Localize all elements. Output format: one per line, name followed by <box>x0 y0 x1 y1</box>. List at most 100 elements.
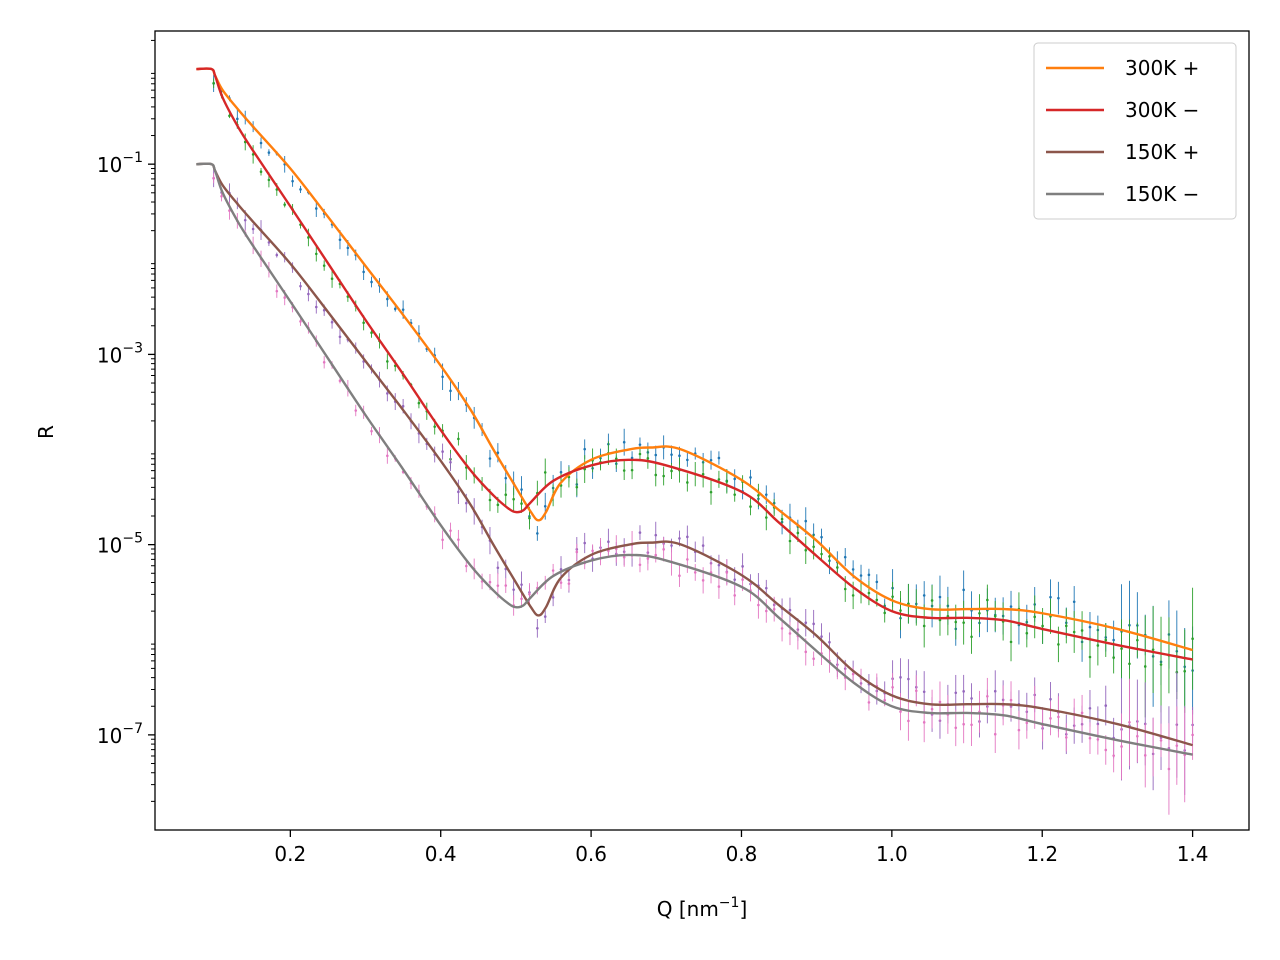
data-point <box>725 571 729 574</box>
x-tick-label: 1.0 <box>876 842 908 866</box>
data-point <box>338 238 342 242</box>
fit-line-4 <box>196 162 1193 756</box>
data-point <box>851 594 855 597</box>
data-point <box>907 719 910 723</box>
data-point <box>1096 722 1100 726</box>
data-point <box>1112 754 1115 757</box>
data-point <box>362 270 365 274</box>
data-point <box>1096 644 1100 647</box>
data-point <box>686 458 689 462</box>
data-point <box>283 296 287 299</box>
data-point <box>1049 697 1052 701</box>
data-point <box>488 457 492 460</box>
x-axis: 0.2 0.4 0.6 0.8 1.0 1.2 1.4 <box>274 830 1209 866</box>
data-point <box>1088 655 1092 659</box>
data-point <box>780 517 784 521</box>
data-point <box>938 595 942 599</box>
data-point <box>962 722 965 726</box>
data-point <box>567 582 571 585</box>
data-point <box>464 501 468 505</box>
data-point <box>370 280 373 284</box>
data-point <box>804 548 808 552</box>
x-tick-label: 0.8 <box>726 842 758 866</box>
data-point <box>449 529 452 532</box>
data-point <box>338 379 342 383</box>
data-point <box>946 614 950 618</box>
data-point <box>749 505 752 508</box>
data-point <box>496 451 500 455</box>
data-point <box>1183 669 1187 673</box>
data-point <box>820 552 823 556</box>
data-point <box>678 537 681 540</box>
data-point <box>986 598 989 602</box>
data-point <box>757 603 760 607</box>
data-point <box>717 456 721 460</box>
data-point <box>812 545 815 549</box>
data-point <box>772 607 776 611</box>
data-point <box>899 609 902 612</box>
data-point <box>962 588 965 592</box>
data-point <box>654 533 658 537</box>
data-point <box>1033 615 1037 619</box>
y-tick-label: 10−3 <box>97 340 143 367</box>
data-point <box>646 457 650 460</box>
data-point <box>314 252 318 256</box>
data-point <box>804 519 808 523</box>
data-point <box>464 564 468 568</box>
data-point <box>528 592 531 596</box>
data-point <box>1104 748 1108 752</box>
data-point <box>1151 648 1155 651</box>
data-point <box>986 694 989 698</box>
data-point <box>654 473 658 477</box>
data-point <box>828 555 831 558</box>
data-point <box>954 691 958 695</box>
data-point <box>1143 754 1147 757</box>
data-point <box>717 585 721 588</box>
data-point <box>930 707 934 711</box>
data-point <box>701 579 705 582</box>
legend-box <box>1033 42 1237 220</box>
data-point <box>820 635 823 638</box>
data-point <box>670 544 673 547</box>
data-point <box>662 548 665 551</box>
data-point <box>1104 704 1108 707</box>
legend-label: 150K − <box>1125 182 1199 206</box>
data-point <box>504 493 508 497</box>
x-tick-label: 1.4 <box>1177 842 1209 866</box>
data-point <box>259 141 263 145</box>
data-point <box>820 535 823 539</box>
data-point <box>725 480 729 483</box>
x-tick-label: 1.2 <box>1026 842 1058 866</box>
data-point <box>543 615 547 618</box>
data-point <box>1025 631 1029 635</box>
data-point <box>512 497 515 501</box>
data-point <box>1064 624 1068 628</box>
data-point <box>962 690 965 693</box>
data-point <box>1136 638 1139 642</box>
data-point <box>843 555 847 559</box>
data-point <box>851 568 855 571</box>
data-point <box>393 307 397 311</box>
data-point <box>275 253 279 257</box>
data-point <box>891 595 894 598</box>
data-point <box>536 627 539 630</box>
data-point <box>330 277 334 281</box>
data-point <box>622 555 626 559</box>
data-point <box>322 264 326 267</box>
data-point <box>236 117 239 121</box>
data-point <box>512 588 515 591</box>
data-point <box>386 360 389 363</box>
data-point <box>638 531 642 534</box>
data-point <box>788 632 792 635</box>
data-point <box>875 598 879 602</box>
data-point <box>417 401 421 405</box>
data-point <box>1088 707 1092 710</box>
data-point <box>867 701 871 704</box>
fit-lines <box>196 67 1193 756</box>
data-point <box>220 194 223 198</box>
data-point <box>962 621 965 624</box>
x-tick-label: 0.6 <box>575 842 607 866</box>
data-point <box>299 188 302 191</box>
data-point <box>907 677 910 681</box>
data-point <box>520 488 523 491</box>
